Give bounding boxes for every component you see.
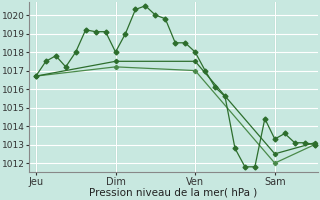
- X-axis label: Pression niveau de la mer( hPa ): Pression niveau de la mer( hPa ): [90, 188, 258, 198]
